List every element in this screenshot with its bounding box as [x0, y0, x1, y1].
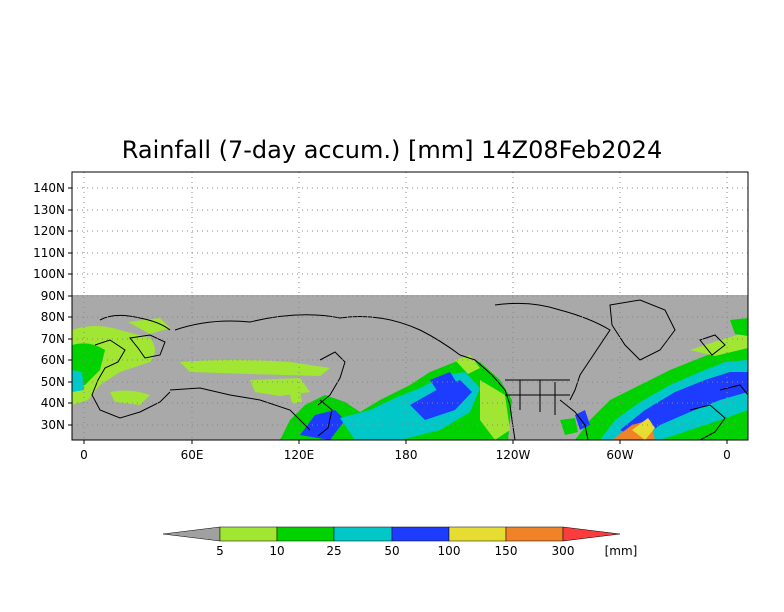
- lat-label-70n: 70N: [41, 332, 65, 346]
- legend-swatch-below-5: [162, 526, 221, 542]
- lon-label-60w: 60W: [606, 448, 633, 462]
- legend-label-25: 25: [326, 544, 341, 558]
- legend-label-10: 10: [269, 544, 284, 558]
- lon-label-180: 180: [395, 448, 418, 462]
- legend-swatch-50-100: [391, 526, 450, 542]
- coastlines: [91, 299, 748, 440]
- legend-label-50: 50: [384, 544, 399, 558]
- lon-axis: 0 60E 120E 180 120W 60W 0: [80, 440, 731, 462]
- lat-label-40n: 40N: [41, 396, 65, 410]
- legend-swatch-100-150: [448, 526, 507, 542]
- color-legend: [162, 526, 621, 542]
- lat-label-30n: 30N: [41, 418, 65, 432]
- legend-label-5: 5: [216, 544, 224, 558]
- map-title: Rainfall (7-day accum.) [mm] 14Z08Feb202…: [121, 136, 663, 164]
- lon-label-60e: 60E: [181, 448, 204, 462]
- legend-label-100: 100: [438, 544, 461, 558]
- plot-frame: [71, 171, 749, 441]
- map-plot-area: [72, 172, 748, 440]
- legend-swatch-150-300: [505, 526, 564, 542]
- legend-swatch-10-25: [276, 526, 335, 542]
- lat-label-90n: 90N: [41, 289, 65, 303]
- lat-axis: 30N 40N 50N 60N 70N 80N 90N 100N 110N 12…: [33, 181, 72, 432]
- lon-label-0-east: 0: [723, 448, 731, 462]
- rainfall-field: [72, 318, 748, 440]
- lat-label-110n: 110N: [33, 246, 65, 260]
- lat-label-50n: 50N: [41, 375, 65, 389]
- legend-swatch-above-300: [562, 526, 621, 542]
- lat-label-140n: 140N: [33, 181, 65, 195]
- legend-label-150: 150: [495, 544, 518, 558]
- lon-label-120w: 120W: [496, 448, 531, 462]
- lat-label-120n: 120N: [33, 224, 65, 238]
- legend-swatch-5-10: [219, 526, 278, 542]
- legend-unit-label: [mm]: [605, 544, 638, 558]
- lat-label-100n: 100N: [33, 267, 65, 281]
- legend-label-300: 300: [552, 544, 575, 558]
- lat-label-80n: 80N: [41, 310, 65, 324]
- lon-label-0-west: 0: [80, 448, 88, 462]
- lat-label-60n: 60N: [41, 353, 65, 367]
- lon-label-120e: 120E: [284, 448, 315, 462]
- lat-label-130n: 130N: [33, 203, 65, 217]
- legend-swatch-25-50: [333, 526, 393, 542]
